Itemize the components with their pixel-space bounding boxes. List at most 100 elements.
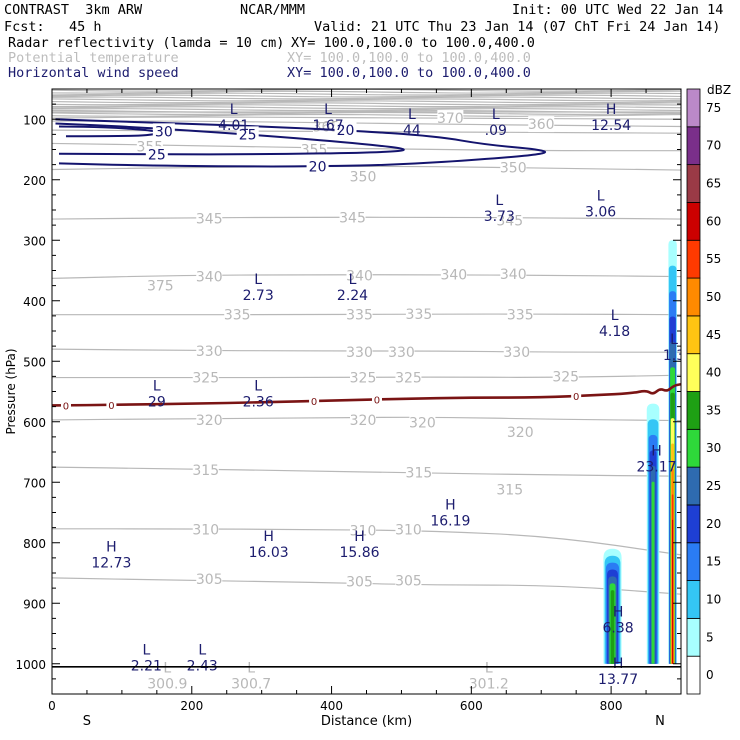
extremum-type-L: L [254,272,262,288]
y-tick-label: 900 [23,597,46,611]
extremum-value: 3.73 [484,209,515,225]
forecast-hour: Fcst: 45 h [4,19,102,35]
org-label: NCAR/MMM [240,2,306,18]
zero-isotherm-label-bg [309,394,320,408]
extremum-value: 16.03 [249,545,289,561]
wind-label: 20 [309,159,327,175]
theta-label-bg [395,369,422,386]
field-wind-coords: XY= 100.0,100.0 to 100.0,400.0 [287,65,531,81]
extremum-value: 2.73 [243,288,274,304]
extremum-value: 1.67 [312,118,343,134]
theta-label-bg [346,267,373,284]
colorbar-label: 0 [706,668,714,682]
theta-label: 335 [346,308,373,324]
colorbar-box-5 [686,617,701,657]
colorbar-label: 75 [706,101,721,115]
theta-label-bg [196,411,223,428]
theta-label-bg [395,521,422,538]
theta-label: 360 [528,117,555,133]
y-tick-label: 300 [23,234,46,248]
extremum-value: 2.24 [337,288,368,304]
extremum-value: 12.54 [591,118,631,134]
theta-label-bg [500,159,527,176]
extremum-value: 4.01 [218,118,249,134]
colorbar-label: 40 [706,366,721,380]
theta-label-bg [192,369,219,386]
theta-label-bg [346,344,373,361]
extremum-type-H: H [445,497,456,513]
model-title: CONTRAST 3km ARW [4,2,143,18]
colorbar-box-45 [686,315,701,355]
theta-label: 340 [500,267,527,283]
colorbar-box-65 [686,164,701,203]
colorbar-box-10 [686,580,701,619]
theta-label: 335 [406,307,433,323]
theta-contour-350 [52,165,681,171]
extremum-value: 23.17 [636,459,676,475]
zero-isotherm-label: 0 [573,392,579,403]
theta-label-bg [147,277,174,294]
theta-contour-315 [52,466,681,477]
theta-label: 330 [196,344,223,360]
colorbar-label: 50 [706,290,721,304]
theta-label-bg [437,110,464,127]
theta-label: 345 [339,210,366,226]
theta-label: 365 [313,120,340,136]
theta-label: 340 [440,268,467,284]
extremum-type-H: H [263,529,274,545]
theta-band-line [52,100,681,104]
y-tick-label: 200 [23,174,46,188]
colorbar-box-20 [686,504,701,544]
theta-band-line [52,106,681,110]
extremum-type-L: L [230,102,238,118]
y-tick-label: 1000 [15,658,46,672]
theta-label: 340 [196,270,223,286]
extremum-value: 3.06 [585,205,616,221]
extremum-type-H: H [613,656,624,672]
y-tick-label: 400 [23,295,46,309]
extremum-type-L: L [254,379,262,395]
zero-isotherm-label: 0 [311,397,317,408]
extremum-value: 15.86 [339,545,379,561]
theta-band-line [52,108,681,112]
colorbar-label: 60 [706,214,721,228]
extremum-type-L: L [153,379,161,395]
theta-label-bg [224,306,251,323]
extremum-value: 4.18 [599,324,630,340]
wind-label: 25 [148,147,166,163]
theta-label: 325 [552,369,579,385]
extremum-type-L: L [142,642,150,658]
x-end-label-right: N [655,714,665,729]
surface-extremum-type: L [247,661,255,677]
theta-label: 340 [346,268,373,284]
theta-band-line [52,94,681,98]
colorbar-label: 70 [706,139,721,153]
colorbar-label: 10 [706,592,721,606]
field-reflectivity-coords: XY= 100.0,100.0 to 100.0,400.0 [291,35,535,51]
surface-extremum-type: L [163,661,171,677]
colorbar-box-35 [686,391,701,430]
x-tick-label: 400 [320,699,343,713]
colorbar-box-40 [686,353,701,392]
wind-label-bg [334,122,357,139]
y-axis-label: Pressure (hPa) [4,348,18,434]
theta-label: 320 [409,415,436,431]
theta-label: 305 [196,572,223,588]
valid-time: Valid: 21 UTC Thu 23 Jan 14 (07 ChT Fri … [314,19,721,35]
zero-isotherm-label-bg [60,398,71,412]
extremum-type-L: L [611,308,619,324]
colorbar-label: 55 [706,252,721,266]
colorbar-label: 45 [706,328,721,342]
theta-band-line [52,98,681,102]
theta-band-line [52,113,681,117]
theta-label-bg [528,116,555,133]
theta-label: 330 [388,345,415,361]
x-end-label-left: S [83,714,91,729]
extremum-value: 12.73 [91,556,131,572]
init-time: Init: 00 UTC Wed 22 Jan 14 [512,2,724,18]
theta-label-bg [507,306,534,323]
theta-label-bg [339,209,366,226]
theta-label: 310 [350,524,377,540]
colorbar-label: 65 [706,177,721,191]
